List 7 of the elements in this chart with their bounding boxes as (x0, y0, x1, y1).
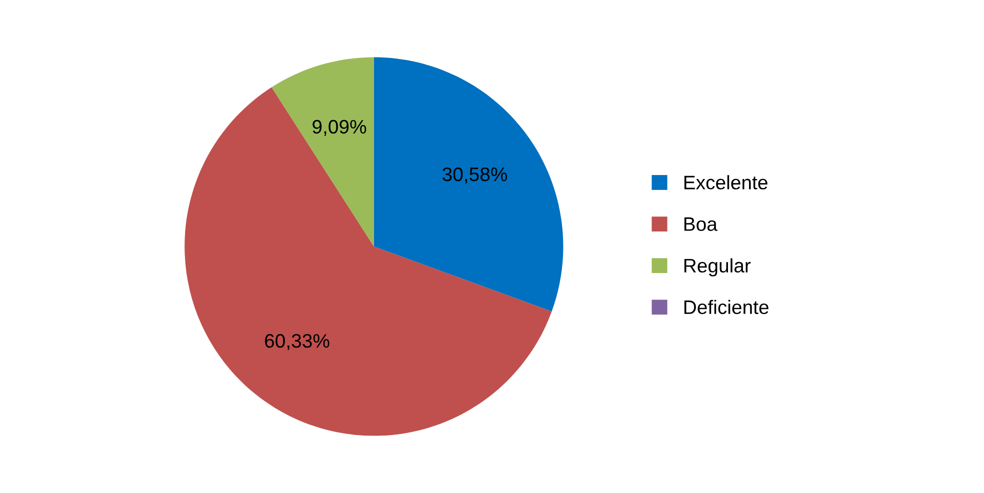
legend-label: Excelente (684, 175, 768, 190)
data-label: 60,33% (265, 334, 330, 350)
legend-label: Deficiente (684, 300, 768, 314)
legend-label: Boa (684, 217, 718, 231)
legend-label: Regular (684, 258, 751, 276)
data-label: 30,58% (442, 167, 508, 184)
data-label: 9,09% (312, 120, 366, 136)
